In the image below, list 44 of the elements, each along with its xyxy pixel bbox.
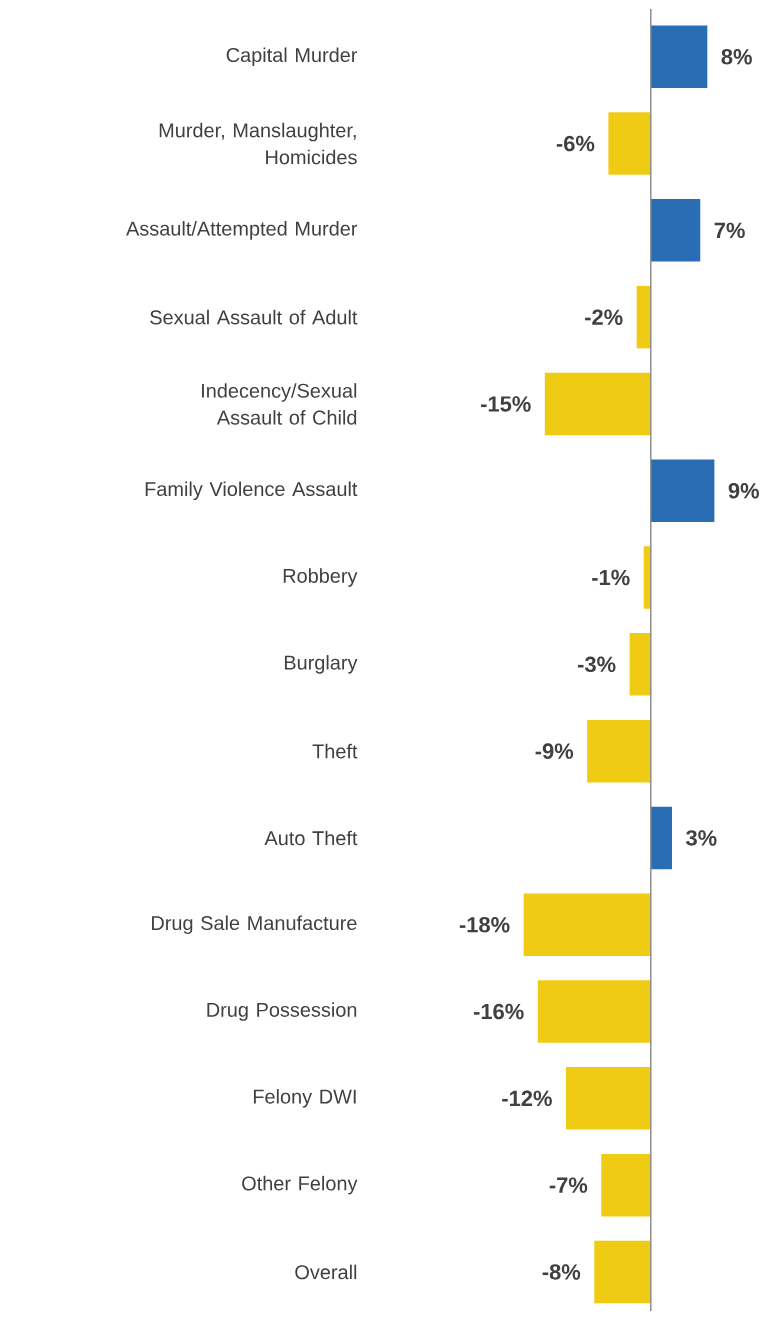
y-tick-label: Felony DWI <box>253 1089 356 1108</box>
data-label: 3% <box>686 830 717 846</box>
data-label: -15% <box>481 396 531 412</box>
y-tick-label: Family Violence Assault <box>145 481 358 501</box>
data-label: 9% <box>728 482 759 499</box>
bar <box>523 893 651 956</box>
y-tick-label: Drug Sale Manufacture <box>152 915 357 935</box>
y-tick-label: Assault/Attempted Murder <box>126 221 358 240</box>
bar <box>601 1153 651 1217</box>
bar <box>566 1067 651 1130</box>
bar <box>650 25 708 88</box>
data-label: -12% <box>502 1090 552 1107</box>
bar <box>608 112 651 175</box>
data-label: 7% <box>714 222 745 239</box>
y-tick-label: Murder, Manslaughter, Homicides <box>159 122 357 165</box>
bar <box>636 285 651 349</box>
data-label: -8% <box>542 1264 581 1280</box>
bar <box>537 980 651 1043</box>
data-label: -18% <box>459 916 510 933</box>
bar <box>650 459 715 522</box>
data-label: 8% <box>721 48 752 65</box>
bar <box>587 719 651 783</box>
y-tick-label: Capital Murder <box>226 47 358 67</box>
data-label: -1% <box>592 569 630 586</box>
bar <box>594 1240 651 1304</box>
y-tick-label: Other Felony <box>242 1175 358 1195</box>
bar <box>650 806 672 870</box>
bar <box>629 633 651 696</box>
y-tick-label: Indecency/Sexual Assault of Child <box>202 383 357 425</box>
bar <box>544 372 651 436</box>
data-label: -6% <box>556 135 595 152</box>
y-tick-label: Sexual Assault of Adult <box>150 309 358 325</box>
data-label: -16% <box>473 1003 524 1020</box>
bar <box>650 199 701 262</box>
data-label: -2% <box>585 309 623 325</box>
y-tick-label: Burglary <box>284 655 358 674</box>
data-label: -9% <box>535 743 574 759</box>
y-tick-label: Overall <box>295 1264 357 1280</box>
y-tick-label: Theft <box>312 743 358 759</box>
y-tick-label: Robbery <box>283 568 358 587</box>
y-tick-label: Auto Theft <box>264 830 358 846</box>
data-label: -3% <box>577 656 616 673</box>
y-tick-label: Drug Possession <box>207 1002 357 1021</box>
data-label: -7% <box>549 1177 588 1193</box>
